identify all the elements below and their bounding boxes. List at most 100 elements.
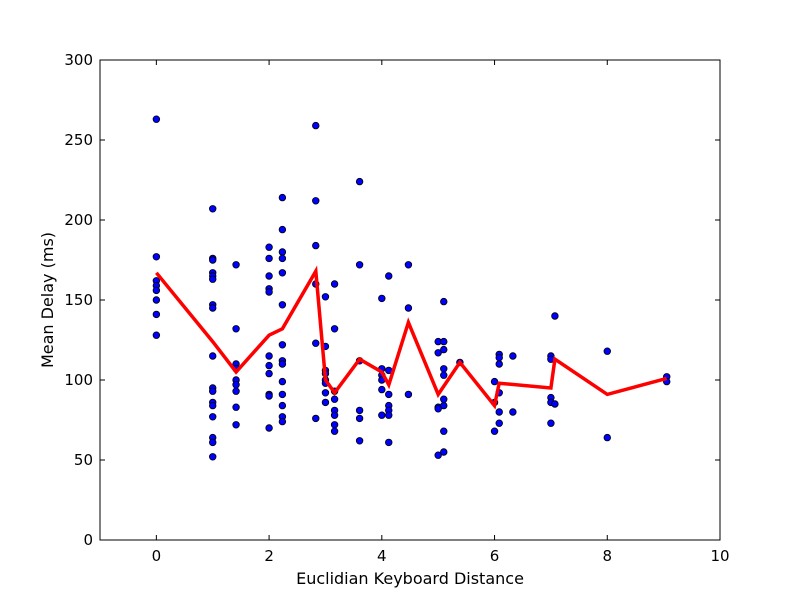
scatter-point: [265, 352, 273, 360]
y-tick-label: 100: [64, 371, 93, 389]
scatter-point: [330, 421, 339, 429]
scatter-point: [490, 377, 499, 386]
scatter-point: [509, 352, 517, 360]
scatter-point: [312, 339, 320, 347]
scatter-point: [378, 385, 386, 394]
scatter-point: [378, 411, 386, 419]
scatter-point: [355, 177, 364, 186]
scatter-point: [355, 261, 364, 269]
scatter-point: [440, 448, 448, 456]
scatter-point: [330, 395, 339, 403]
scatter-point: [385, 272, 393, 280]
scatter-point: [434, 405, 442, 413]
scatter-point: [495, 353, 503, 362]
plot-background: [100, 60, 720, 540]
scatter-point: [265, 369, 273, 378]
trend-line-series: [155, 265, 668, 410]
scatter-point: [278, 390, 287, 399]
scatter-point: [278, 341, 287, 349]
scatter-point: [330, 280, 339, 288]
scatter-point: [495, 419, 503, 427]
scatter-point: [278, 269, 287, 277]
scatter-point: [490, 427, 499, 435]
scatter-point: [265, 424, 273, 432]
scatter-point: [404, 304, 413, 312]
y-tick-label: 150: [64, 291, 93, 309]
scatter-point: [495, 408, 503, 416]
scatter-point: [440, 427, 448, 435]
scatter-point: [440, 345, 448, 354]
scatter-point: [278, 360, 287, 368]
scatter-point: [509, 408, 517, 416]
x-tick-label: 0: [152, 547, 162, 565]
scatter-point: [440, 401, 448, 410]
scatter-point: [232, 381, 240, 389]
scatter-point: [152, 310, 161, 319]
scatter-point: [265, 392, 273, 400]
scatter-point: [440, 297, 448, 306]
scatter-point: [209, 352, 217, 360]
scatter-point: [209, 205, 217, 213]
scatter-point: [434, 451, 442, 459]
scatter-point: [378, 294, 386, 303]
scatter-point: [312, 241, 320, 250]
scatter-point: [232, 421, 240, 429]
scatter-point: [355, 414, 364, 423]
y-tick-label: 0: [83, 531, 93, 549]
scatter-point: [152, 253, 161, 261]
scatter-point: [603, 433, 611, 442]
scatter-point: [278, 248, 287, 256]
x-axis-label: Euclidian Keyboard Distance: [296, 569, 524, 588]
scatter-point: [209, 413, 217, 421]
scatter-point: [278, 254, 287, 263]
scatter-point: [278, 301, 287, 309]
trend-line: [155, 265, 668, 410]
x-tick-label: 4: [377, 547, 387, 565]
scatter-point: [551, 312, 559, 320]
scatter-point: [312, 121, 320, 130]
scatter-point: [330, 427, 339, 435]
scatter-point: [278, 377, 287, 386]
y-tick-label: 300: [64, 51, 93, 69]
scatter-point: [278, 193, 287, 202]
x-tick-label: 8: [602, 547, 612, 565]
scatter-point: [265, 254, 273, 263]
scatter-point: [440, 337, 448, 346]
scatter-point: [385, 438, 393, 447]
scatter-point: [404, 261, 413, 269]
plot-frame: [99, 59, 721, 541]
y-axis-label: Mean Delay (ms): [38, 232, 57, 368]
x-tick-label: 6: [490, 547, 500, 565]
scatter-point: [209, 438, 217, 447]
scatter-point: [232, 325, 240, 333]
scatter-point: [278, 417, 287, 426]
scatter-point: [232, 261, 240, 269]
scatter-point: [440, 365, 448, 373]
scatter-point: [232, 387, 240, 395]
scatter-point: [265, 243, 273, 251]
scatter-point: [152, 331, 161, 339]
scatter-point: [209, 453, 217, 461]
scatter-point: [278, 401, 287, 410]
scatter-point: [209, 304, 217, 312]
scatter-point: [265, 272, 273, 280]
scatter-point: [321, 389, 330, 397]
scatter-point: [209, 387, 217, 395]
scatter-point: [152, 296, 161, 304]
scatter-point: [232, 403, 240, 411]
x-tick-label: 10: [710, 547, 729, 565]
scatter-point: [495, 360, 503, 368]
scatter-point: [278, 225, 287, 234]
scatter-point: [152, 286, 161, 295]
scatter-point: [434, 349, 442, 357]
scatter-point: [440, 371, 448, 379]
scatter-point: [404, 390, 413, 399]
y-tick-label: 200: [64, 211, 93, 229]
scatter-point: [551, 400, 559, 408]
scatter-point: [330, 325, 339, 333]
scatter-point: [547, 419, 555, 427]
scatter-point: [330, 411, 339, 419]
scatter-point: [385, 411, 393, 419]
y-tick-label: 250: [64, 131, 93, 149]
